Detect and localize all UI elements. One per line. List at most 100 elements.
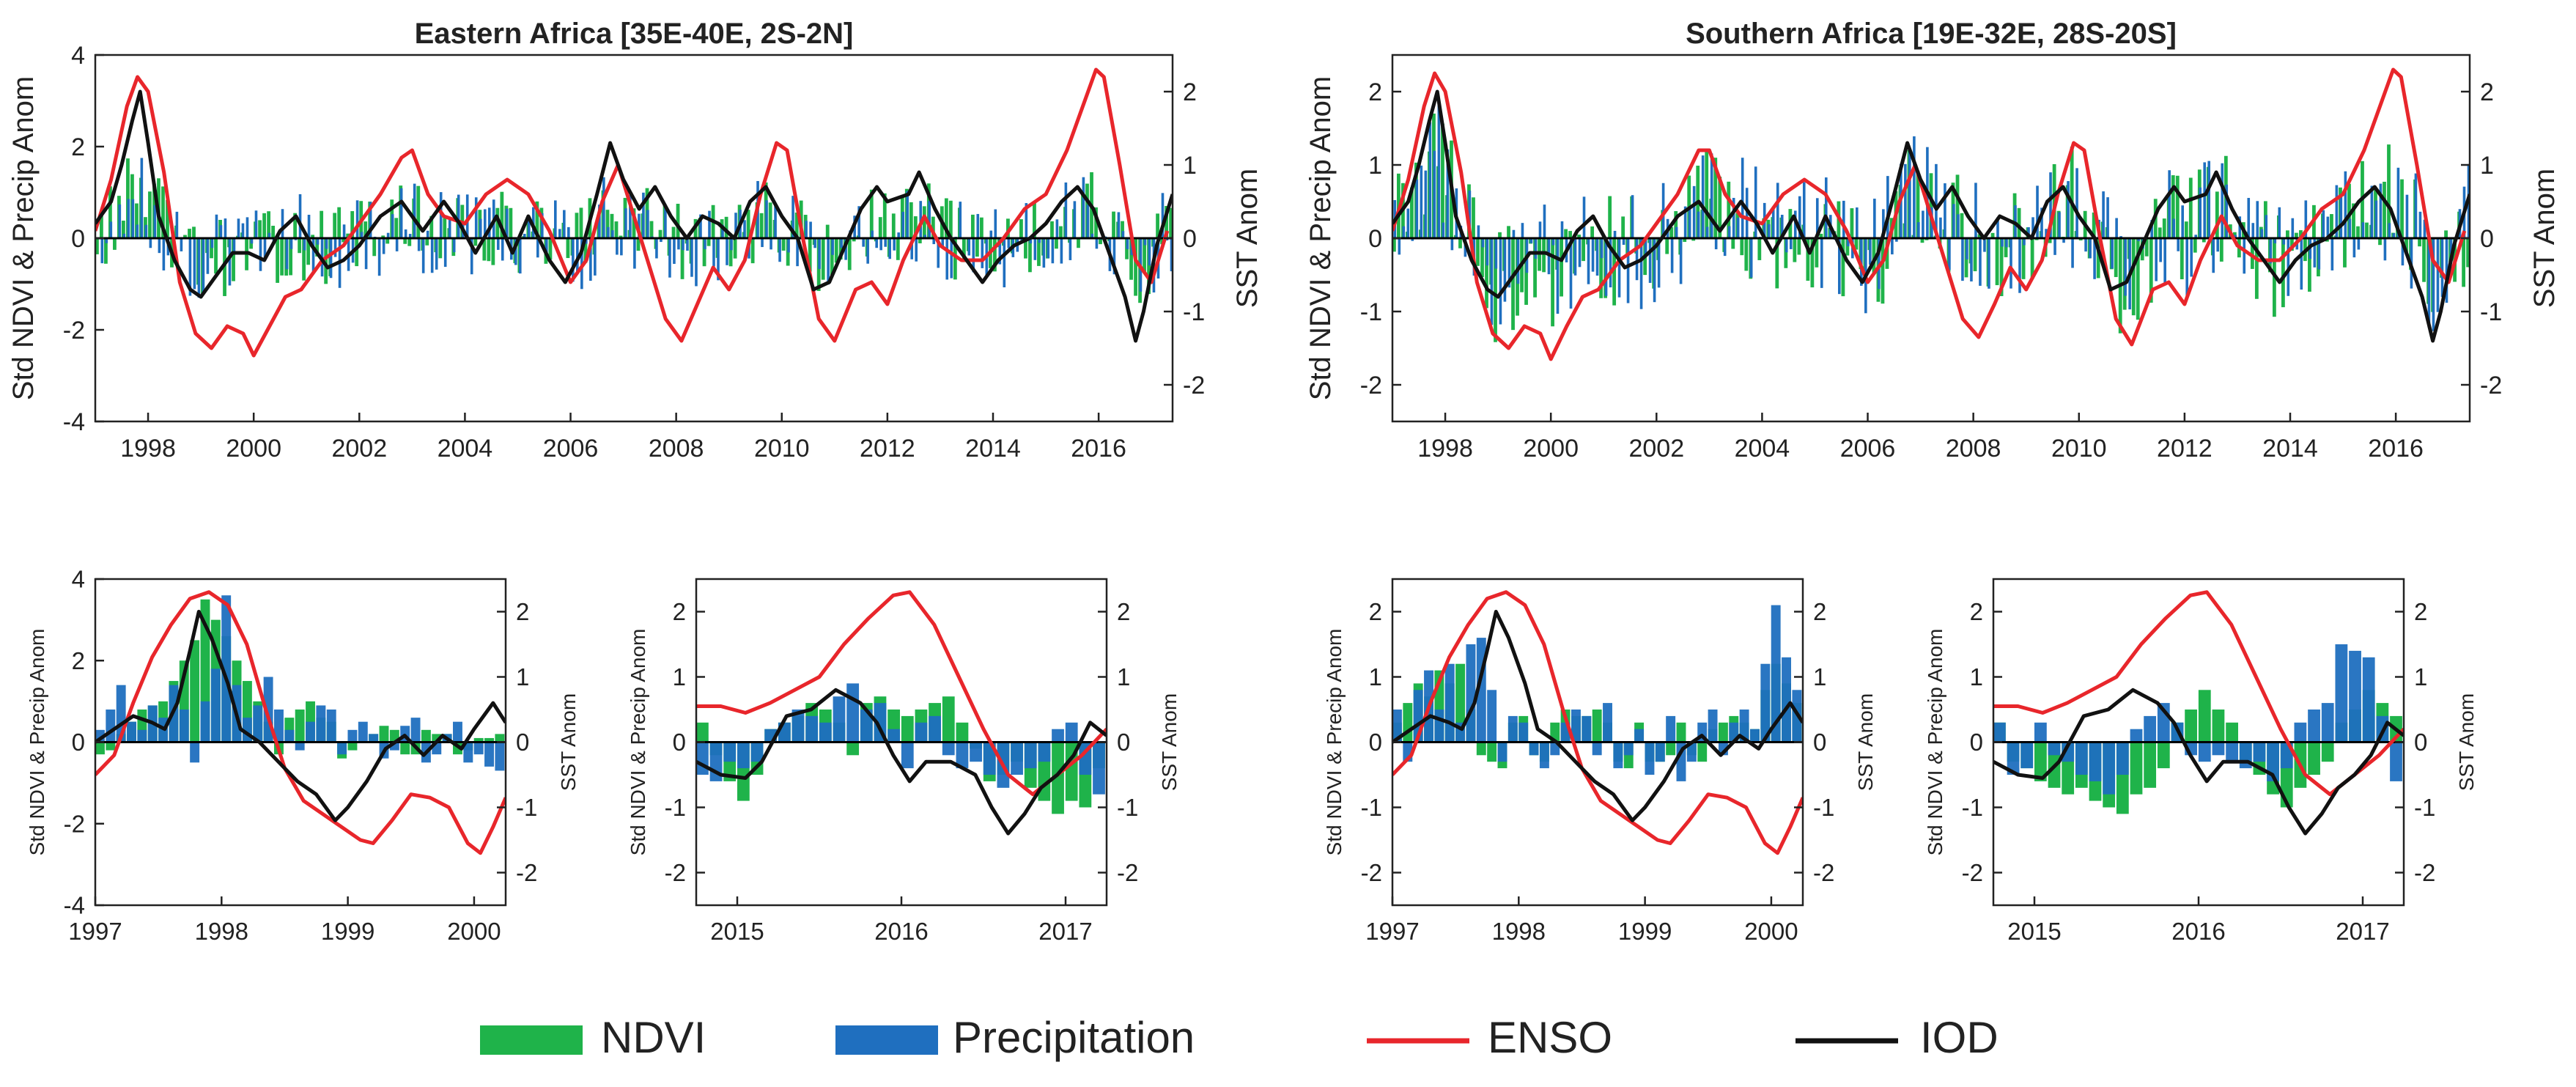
y-axis-label: Std NDVI & Precip Anom — [26, 629, 48, 856]
x-tick-label: 2002 — [1628, 435, 1684, 463]
ndvi-bar — [1854, 238, 1859, 250]
y-axis-label: Std NDVI & Precip Anom — [1924, 629, 1946, 856]
precip-bar — [1093, 742, 1105, 795]
legend-ndvi-label: NDVI — [601, 1013, 706, 1062]
precip-bar — [1741, 158, 1744, 238]
y2-tick-label: -2 — [2414, 859, 2435, 886]
precip-bar — [1060, 238, 1063, 264]
y-tick-label: 0 — [1369, 729, 1382, 756]
y2-tick-label: -1 — [2414, 794, 2435, 821]
precip-bar — [479, 218, 482, 238]
precip-bar — [2023, 238, 2026, 246]
y-tick-label: 4 — [71, 42, 85, 70]
ndvi-bar — [232, 238, 235, 281]
ndvi-bar — [311, 235, 315, 238]
precip-bar — [2390, 742, 2402, 781]
precip-bar — [215, 214, 218, 238]
ndvi-bar — [2462, 238, 2465, 287]
y-tick-label: 0 — [1368, 225, 1382, 253]
precip-bar — [232, 238, 236, 251]
precip-bar — [629, 195, 632, 238]
y2-tick-label: 2 — [516, 598, 529, 625]
ndvi-bar — [2149, 238, 2153, 303]
precip-bar — [484, 742, 494, 767]
ndvi-bar — [1564, 229, 1568, 238]
precip-bar — [188, 238, 192, 296]
precip-bar — [386, 232, 390, 238]
ndvi-bar — [148, 191, 152, 238]
precip-bar — [2172, 218, 2175, 238]
precip-bar — [106, 710, 116, 743]
precip-bar — [2278, 207, 2281, 238]
precip-bar — [2221, 163, 2224, 238]
precip-bar — [937, 238, 940, 268]
ndvi-bar — [1744, 238, 1749, 271]
ndvi-bar — [975, 238, 979, 257]
precip-bar — [1411, 238, 1414, 241]
precip-bar — [1003, 238, 1006, 288]
precip-bar — [389, 742, 399, 751]
precip-bar — [1591, 238, 1595, 272]
ndvi-bar — [337, 207, 342, 238]
precip-bar — [1534, 238, 1538, 259]
x-tick-label: 2012 — [2157, 435, 2213, 463]
precip-bar — [1727, 226, 1731, 238]
precip-bar — [1657, 238, 1661, 288]
x-tick-label: 1998 — [120, 435, 176, 463]
y2-tick-label: 2 — [1813, 598, 1826, 625]
precip-bar — [2144, 715, 2157, 743]
y-axis-label: Std NDVI & Precip Anom — [627, 629, 649, 856]
ndvi-bar — [1441, 123, 1444, 238]
precip-bar — [452, 238, 456, 253]
ndvi-bar — [2383, 181, 2386, 238]
x-tick-label: 2000 — [447, 918, 501, 945]
precip-bar — [2308, 710, 2320, 743]
ndvi-bar — [1169, 207, 1173, 238]
precip-bar — [1626, 238, 1630, 303]
precip-bar — [1697, 211, 1700, 238]
precip-bar — [1499, 238, 1502, 325]
precip-bar — [1760, 663, 1771, 743]
precip-bar — [726, 238, 728, 265]
precip-bar — [210, 668, 221, 743]
iod-line — [95, 89, 1173, 343]
precip-bar — [200, 701, 210, 743]
precip-bar — [1117, 212, 1121, 238]
precip-bar — [2330, 238, 2334, 270]
ndvi-bar — [948, 200, 953, 238]
precip-bar — [1444, 663, 1455, 743]
ndvi-bar — [346, 233, 350, 238]
precip-bar — [333, 238, 337, 257]
precip-bar — [2181, 205, 2184, 238]
precip-bar — [1798, 196, 1801, 238]
y-tick-label: -4 — [63, 408, 85, 436]
ndvi-bar — [438, 238, 443, 259]
precip-bar — [1653, 238, 1656, 303]
precip-bar — [2432, 238, 2435, 331]
precip-bar — [2163, 238, 2166, 286]
precip-bar — [976, 213, 980, 238]
precip-bar — [2062, 238, 2065, 243]
y-tick-label: 1 — [673, 663, 686, 690]
precip-bar — [1486, 238, 1489, 266]
ndvi-bar — [100, 211, 103, 238]
ndvi-bar — [2418, 238, 2421, 247]
precip-bar — [774, 202, 777, 238]
chart-east-9798: -4 -2 0 2 4 -2 -1 0 1 2 1997 1998 1999 2000 Std NDVI &… — [26, 566, 580, 945]
ndvi-bar — [421, 729, 431, 743]
precip-bar — [1754, 166, 1757, 238]
precip-bar — [1886, 176, 1889, 238]
precip-bar — [1739, 710, 1749, 743]
y-tick-label: -2 — [1361, 859, 1382, 886]
ndvi-bar — [918, 238, 922, 243]
precip-bar — [1573, 238, 1577, 276]
precip-bar — [805, 715, 819, 743]
precip-bar — [616, 238, 619, 255]
y-tick-label: 1 — [1970, 663, 1983, 690]
precip-bar — [158, 238, 161, 254]
ndvi-bar — [1806, 238, 1810, 281]
precip-bar — [682, 238, 684, 251]
precip-bar — [1082, 177, 1085, 238]
precip-bar — [1497, 742, 1507, 762]
